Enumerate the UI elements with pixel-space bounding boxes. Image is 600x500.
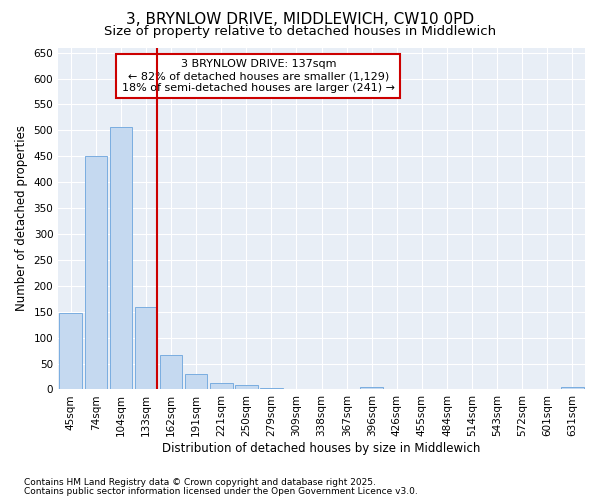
Y-axis label: Number of detached properties: Number of detached properties — [15, 126, 28, 312]
Bar — [260, 388, 283, 390]
Bar — [185, 374, 208, 390]
Bar — [134, 306, 157, 390]
X-axis label: Distribution of detached houses by size in Middlewich: Distribution of detached houses by size … — [163, 442, 481, 455]
Bar — [210, 382, 233, 390]
Text: Contains public sector information licensed under the Open Government Licence v3: Contains public sector information licen… — [24, 487, 418, 496]
Text: Contains HM Land Registry data © Crown copyright and database right 2025.: Contains HM Land Registry data © Crown c… — [24, 478, 376, 487]
Text: Size of property relative to detached houses in Middlewich: Size of property relative to detached ho… — [104, 25, 496, 38]
Bar — [85, 156, 107, 390]
Bar — [59, 313, 82, 390]
Text: 3 BRYNLOW DRIVE: 137sqm
← 82% of detached houses are smaller (1,129)
18% of semi: 3 BRYNLOW DRIVE: 137sqm ← 82% of detache… — [122, 60, 395, 92]
Bar — [160, 354, 182, 390]
Text: 3, BRYNLOW DRIVE, MIDDLEWICH, CW10 0PD: 3, BRYNLOW DRIVE, MIDDLEWICH, CW10 0PD — [126, 12, 474, 28]
Bar — [361, 388, 383, 390]
Bar — [561, 388, 584, 390]
Bar — [110, 127, 132, 390]
Bar — [235, 386, 257, 390]
